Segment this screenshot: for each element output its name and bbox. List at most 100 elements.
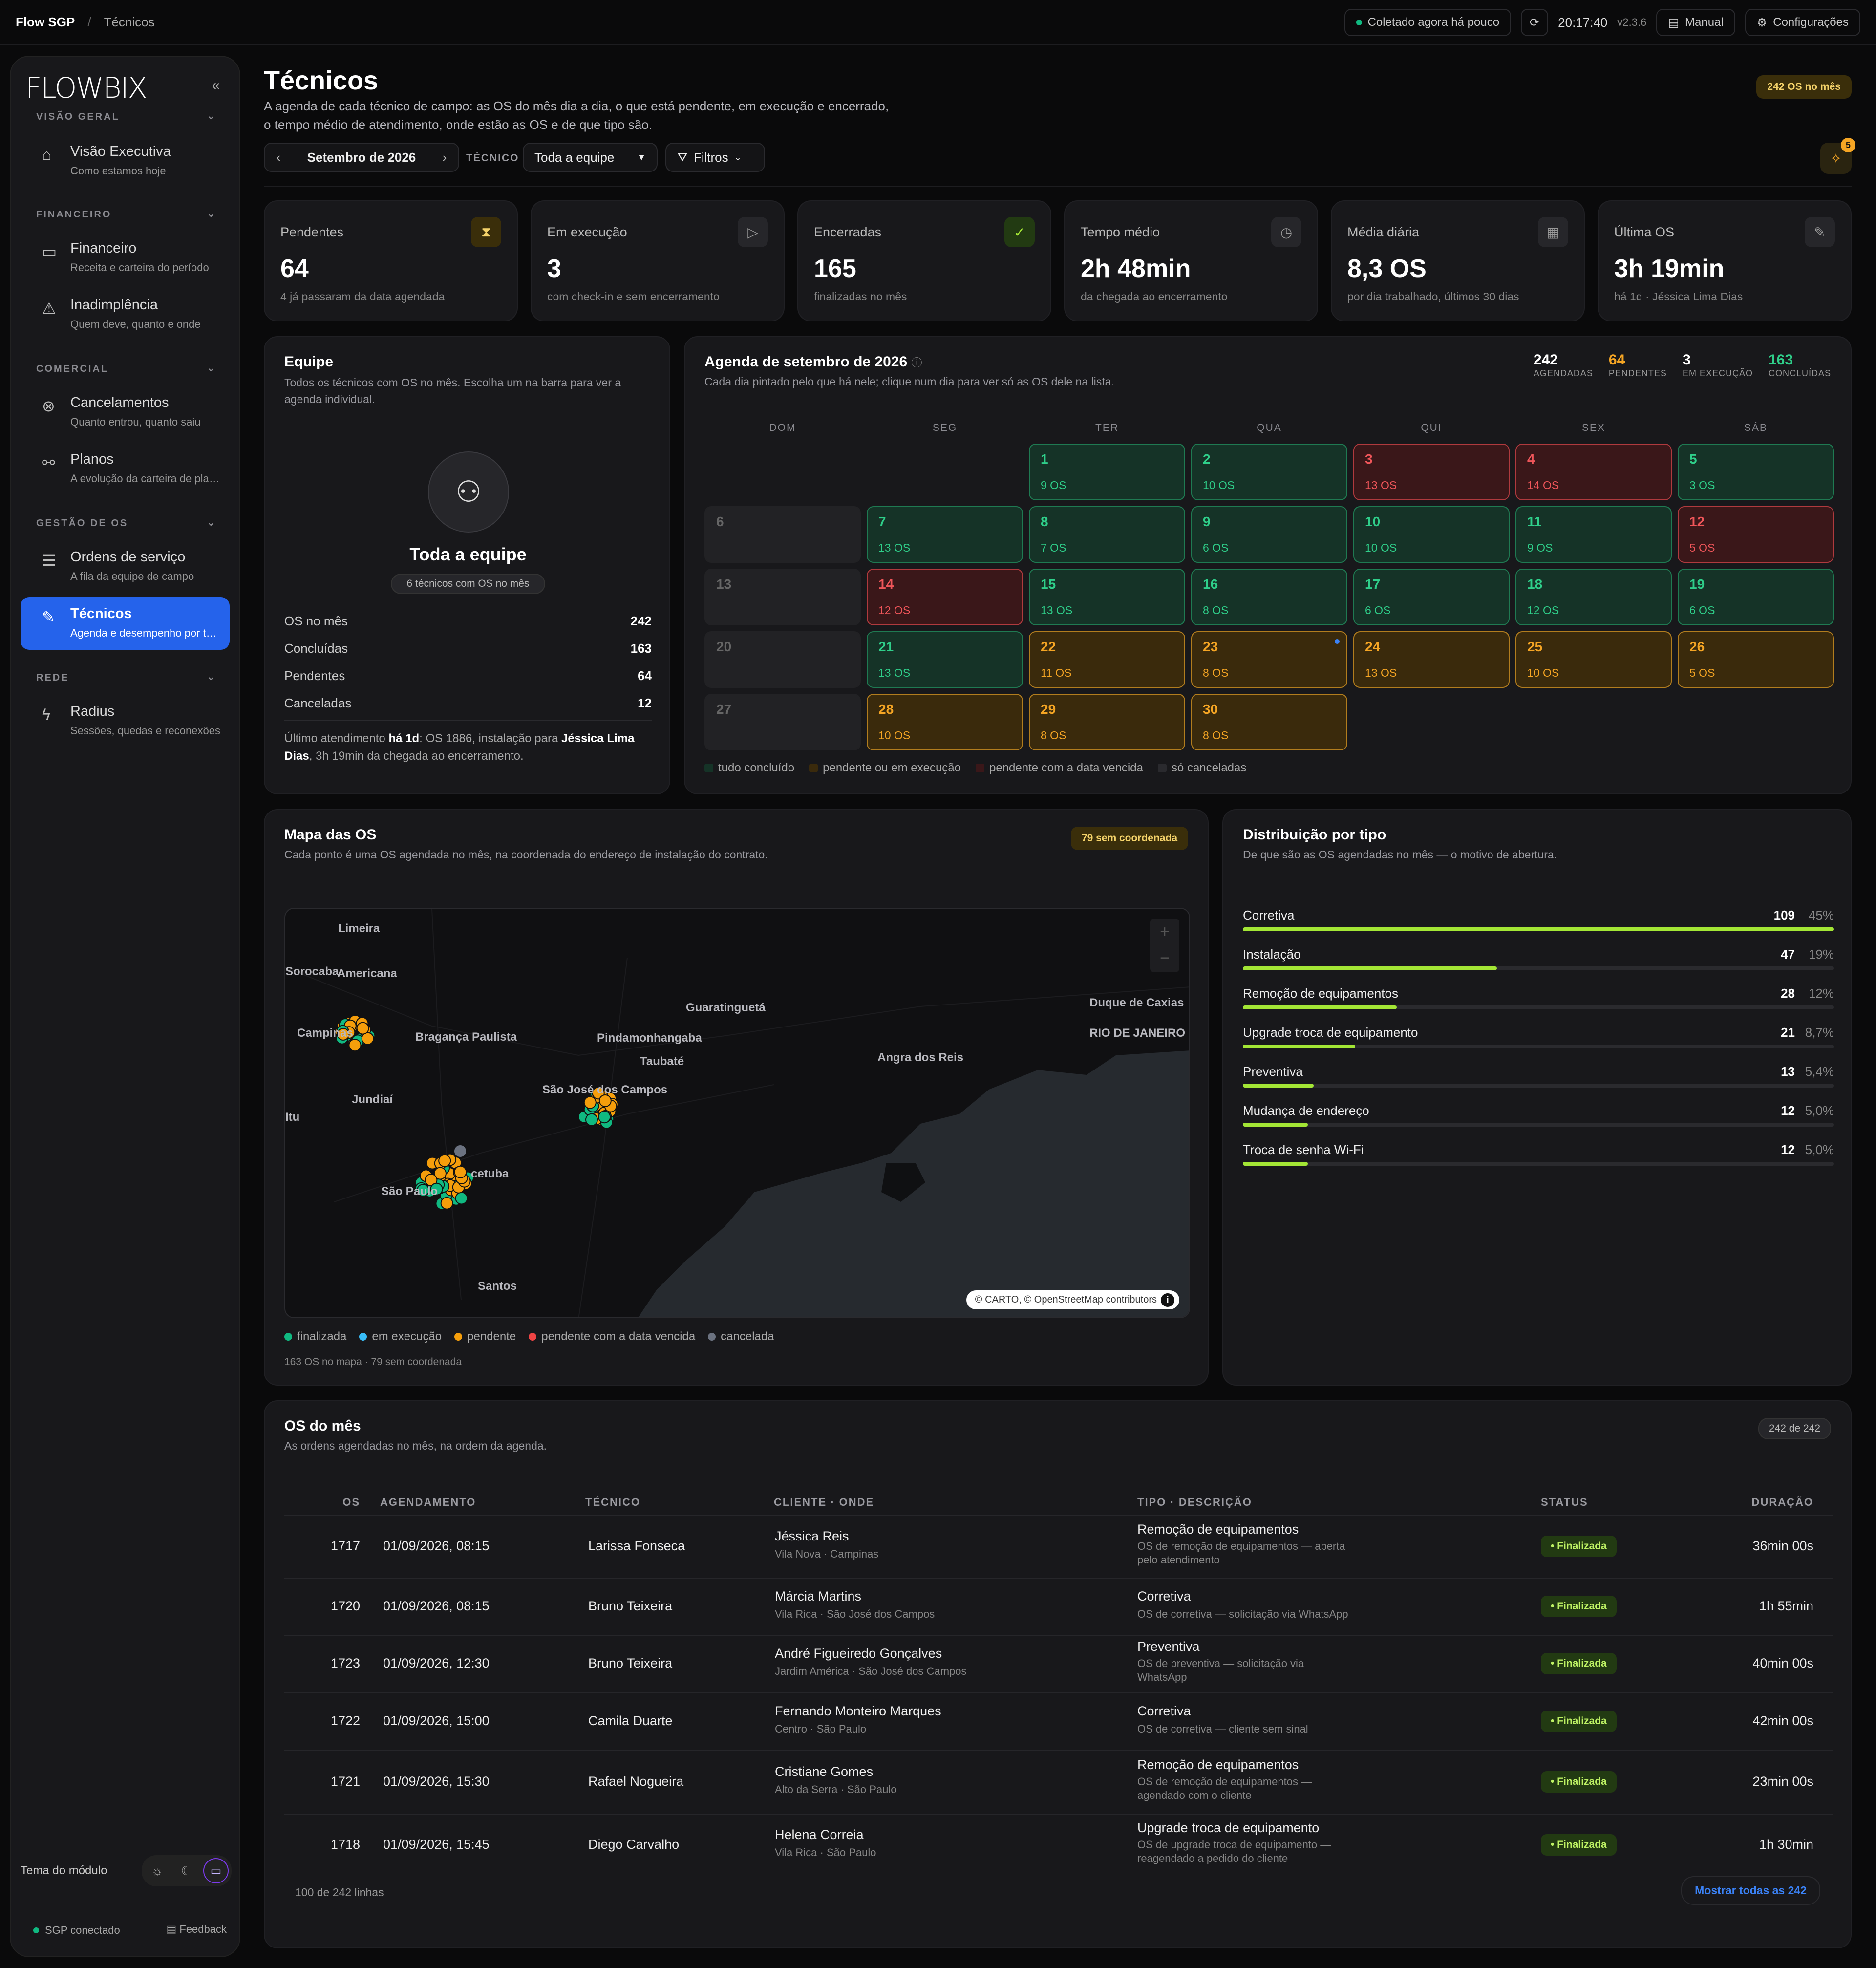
calendar-day[interactable]: 25 10 OS: [1515, 631, 1672, 688]
calendar-day[interactable]: 22 11 OS: [1029, 631, 1185, 688]
monitor-icon[interactable]: ▭: [203, 1858, 229, 1883]
info-icon[interactable]: ⓘ: [911, 357, 922, 369]
sidebar-item-inadimplencia[interactable]: ⚠ Inadimplência Quem deve, quanto e onde: [21, 288, 230, 341]
os-marker[interactable]: [337, 1027, 350, 1041]
os-marker[interactable]: [356, 1022, 369, 1035]
os-marker[interactable]: [585, 1113, 598, 1126]
sun-icon[interactable]: ☼: [151, 1863, 163, 1878]
info-icon[interactable]: i: [1161, 1293, 1174, 1307]
section-gestao-os[interactable]: GESTÃO DE OS ⌄: [36, 516, 217, 529]
calendar-day[interactable]: 16 8 OS: [1191, 569, 1347, 625]
table-row[interactable]: [284, 1635, 1833, 1692]
calendar-day[interactable]: 6: [704, 506, 861, 563]
calendar-day[interactable]: 2 10 OS: [1191, 444, 1347, 500]
calendar-day[interactable]: 1 9 OS: [1029, 444, 1185, 500]
section-comercial[interactable]: COMERCIAL ⌄: [36, 362, 217, 374]
os-marker[interactable]: [455, 1192, 468, 1205]
refresh-button[interactable]: ⟳: [1521, 9, 1549, 36]
calendar-day[interactable]: 7 13 OS: [867, 506, 1023, 563]
column-header[interactable]: TIPO · DESCRIÇÃO: [1137, 1496, 1252, 1508]
settings-button[interactable]: ⚙ Configurações: [1745, 9, 1860, 36]
calendar-day[interactable]: 29 8 OS: [1029, 694, 1185, 750]
next-month-button[interactable]: ›: [442, 150, 447, 165]
calendar-day[interactable]: 14 12 OS: [867, 569, 1023, 625]
sidebar-item-tecnicos[interactable]: ✎ Técnicos Agenda e desempenho por técnico: [21, 597, 230, 650]
os-marker[interactable]: [598, 1094, 612, 1107]
prev-month-button[interactable]: ‹: [276, 150, 281, 165]
sidebar-item-cancelamentos[interactable]: ⊗ Cancelamentos Quanto entrou, quanto saiu: [21, 386, 230, 439]
section-financeiro[interactable]: FINANCEIRO ⌄: [36, 207, 217, 220]
map-view[interactable]: Limeira Guaratinguetá Campinas Bragança Pau…: [284, 908, 1190, 1318]
os-marker[interactable]: [438, 1154, 451, 1167]
sidebar-item-planos[interactable]: ⚯ Planos A evolução da carteira de planos: [21, 443, 230, 495]
column-header[interactable]: STATUS: [1541, 1496, 1588, 1508]
calendar-day[interactable]: 27: [704, 694, 861, 750]
moon-icon[interactable]: ☾: [181, 1863, 192, 1878]
os-marker[interactable]: [454, 1145, 466, 1157]
table-row[interactable]: [284, 1814, 1833, 1876]
calendar-day[interactable]: 28 10 OS: [867, 694, 1023, 750]
calendar-day[interactable]: 12 5 OS: [1678, 506, 1834, 563]
table-row[interactable]: [284, 1515, 1833, 1578]
calendar-day[interactable]: 24 13 OS: [1353, 631, 1510, 688]
sidebar-item-ordens-servico[interactable]: ☰ Ordens de serviço A fila da equipe de ca…: [21, 540, 230, 593]
calendar-day[interactable]: 13: [704, 569, 861, 625]
collapse-sidebar-button[interactable]: «: [212, 77, 220, 93]
sidebar-item-radius[interactable]: ϟ Radius Sessões, quedas e reconexões: [21, 695, 230, 748]
calendar-day[interactable]: 17 6 OS: [1353, 569, 1510, 625]
zoom-control[interactable]: + −: [1150, 919, 1179, 972]
theme-switcher: Tema do módulo ☼ ☾ ▭: [21, 1854, 232, 1888]
calendar-day[interactable]: 21 13 OS: [867, 631, 1023, 688]
app-brand[interactable]: Flow SGP: [16, 14, 75, 29]
page-title: Técnicos: [264, 66, 379, 95]
calendar-day[interactable]: 4 14 OS: [1515, 444, 1672, 500]
os-marker[interactable]: [430, 1182, 443, 1196]
divider: [264, 186, 1852, 187]
calendar-day[interactable]: 19 6 OS: [1678, 569, 1834, 625]
section-rede[interactable]: REDE ⌄: [36, 670, 217, 683]
os-marker[interactable]: [361, 1032, 374, 1045]
calendar-day[interactable]: 15 13 OS: [1029, 569, 1185, 625]
kpi-value: 2h 48min: [1081, 255, 1191, 283]
sidebar-item-financeiro[interactable]: ▭ Financeiro Receita e carteira do período: [21, 232, 230, 284]
filters-button[interactable]: ⛛ Filtros ⌄: [665, 143, 765, 172]
zoom-in-button[interactable]: +: [1160, 922, 1170, 941]
os-marker[interactable]: [583, 1096, 597, 1109]
sidebar-item-visao-executiva[interactable]: ⌂ Visão Executiva Como estamos hoje: [21, 135, 230, 188]
calendar-day[interactable]: 11 9 OS: [1515, 506, 1672, 563]
table-row[interactable]: [284, 1578, 1833, 1635]
kpi-pendentes: Pendentes ⧗ 64 4 já passaram da data agenda…: [264, 200, 518, 321]
calendar-day[interactable]: 9 6 OS: [1191, 506, 1347, 563]
calendar-day[interactable]: 5 3 OS: [1678, 444, 1834, 500]
os-marker[interactable]: [425, 1174, 438, 1187]
os-marker[interactable]: [433, 1167, 447, 1180]
os-marker[interactable]: [454, 1165, 467, 1178]
table-row[interactable]: [284, 1750, 1833, 1814]
os-marker[interactable]: [598, 1111, 611, 1124]
column-header[interactable]: TÉCNICO: [585, 1496, 640, 1508]
column-header[interactable]: AGENDAMENTO: [380, 1496, 476, 1508]
zoom-out-button[interactable]: −: [1160, 949, 1170, 967]
column-header[interactable]: DURAÇÃO: [1751, 1496, 1813, 1508]
tech-select[interactable]: Toda a equipe ▼: [523, 143, 658, 172]
hints-button[interactable]: ✧ 5: [1820, 138, 1855, 174]
show-all-button[interactable]: Mostrar todas as 242: [1681, 1876, 1820, 1905]
os-marker[interactable]: [416, 1184, 429, 1197]
calendar-day[interactable]: 23 8 OS: [1191, 631, 1347, 688]
feedback-button[interactable]: ▤ Feedback: [166, 1923, 227, 1936]
calendar-day[interactable]: 20: [704, 631, 861, 688]
calendar-day[interactable]: 10 10 OS: [1353, 506, 1510, 563]
calendar-day[interactable]: 3 13 OS: [1353, 444, 1510, 500]
calendar-day[interactable]: 30 8 OS: [1191, 694, 1347, 750]
manual-button[interactable]: ▤ Manual: [1656, 9, 1735, 36]
column-header[interactable]: CLIENTE · ONDE: [774, 1496, 874, 1508]
section-visao-geral[interactable]: VISÃO GERAL ⌄: [36, 109, 217, 122]
os-marker[interactable]: [440, 1197, 453, 1210]
calendar-day[interactable]: 8 7 OS: [1029, 506, 1185, 563]
calendar-day[interactable]: 18 12 OS: [1515, 569, 1672, 625]
calendar-day[interactable]: 26 5 OS: [1678, 631, 1834, 688]
hierarchy-icon: ⚯: [42, 454, 55, 471]
os-marker[interactable]: [348, 1039, 362, 1052]
column-header[interactable]: OS: [342, 1496, 360, 1508]
table-row[interactable]: [284, 1692, 1833, 1750]
